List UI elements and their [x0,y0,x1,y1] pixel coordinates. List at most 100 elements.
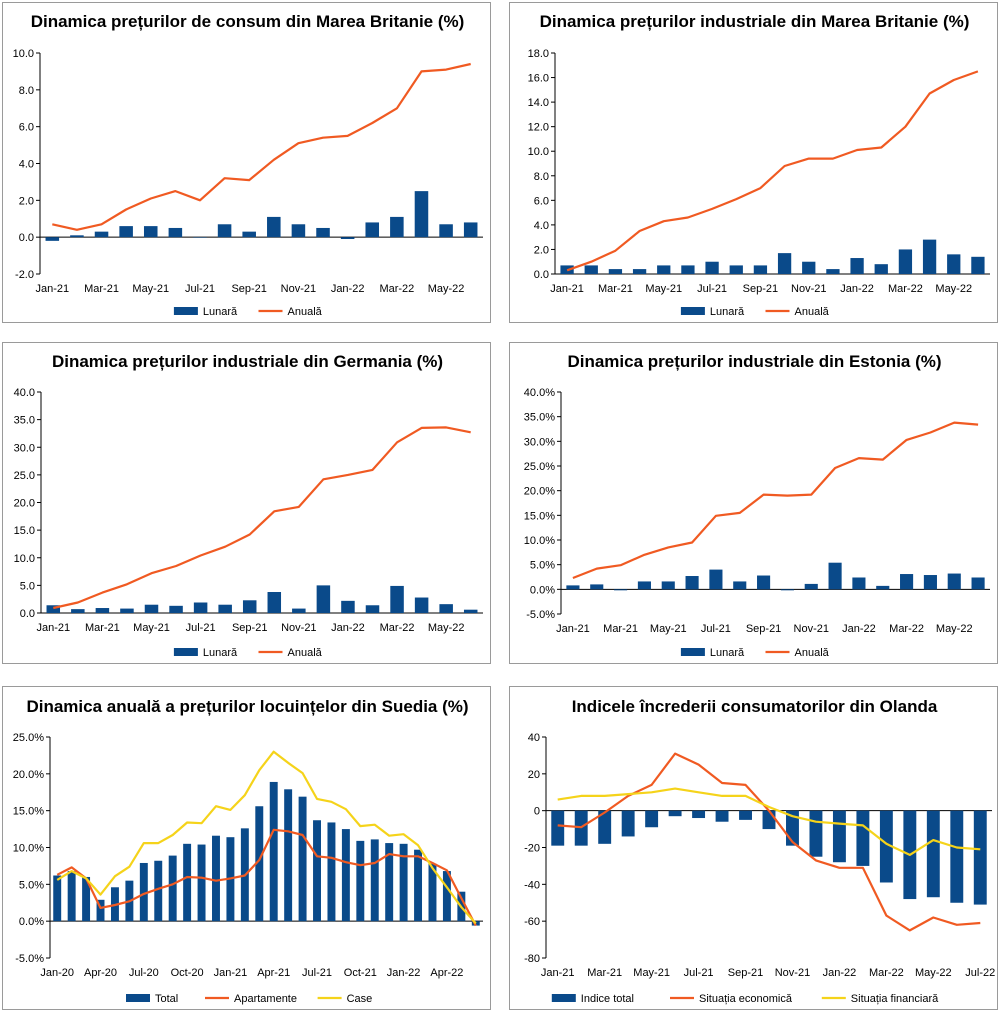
x-tick-label: Apr-22 [430,967,463,979]
bar [780,589,794,591]
legend-label: Anuală [288,647,323,659]
legend-swatch-bar [173,307,198,315]
series-line [557,787,981,856]
x-tick-label: Jan-22 [331,283,365,295]
bar [119,226,133,238]
chart-panel-se-housing: Dinamica anuală a prețurilor locuințelor… [2,686,491,1010]
x-tick-label: Jul-22 [965,967,995,979]
bar [826,269,840,274]
bar [399,843,408,922]
x-tick-label: Jan-21 [556,623,590,635]
y-tick-label: 14.0 [528,97,549,109]
bar [46,605,61,613]
legend-label: Anuală [795,306,830,318]
bar [144,604,159,613]
x-tick-label: May-21 [133,622,170,634]
chart-panel-uk-ppi: Dinamica prețurilor industriale din Mare… [509,2,998,323]
y-tick-label: 6.0 [534,195,549,207]
x-tick-label: Jul-20 [129,967,159,979]
bar [316,585,331,613]
bar [255,806,264,922]
bar [365,605,380,613]
y-tick-label: 12.0 [528,122,549,134]
x-tick-label: Jan-22 [842,623,876,635]
legend-label: Situația economică [699,993,793,1005]
bar [729,265,743,274]
bar [850,258,864,274]
bar [390,585,404,613]
bar [922,239,937,274]
y-tick-label: -5.0% [15,953,44,965]
y-tick-label: 4.0 [534,220,549,232]
y-tick-label: 25.0% [524,461,555,473]
bar [356,840,365,922]
x-tick-label: Oct-21 [344,967,377,979]
x-tick-label: Jan-20 [40,967,74,979]
chart-panel-uk-cpi: Dinamica prețurilor de consum din Marea … [2,2,491,323]
bar [327,822,336,922]
y-tick-label: 0.0 [19,232,34,244]
bar [70,235,84,238]
x-tick-label: Jan-22 [387,967,421,979]
x-tick-label: Jan-21 [35,283,69,295]
x-tick-label: Sep-21 [728,967,763,979]
x-tick-label: Mar-22 [889,623,924,635]
x-tick-label: Nov-21 [775,967,810,979]
x-tick-label: May-22 [935,283,972,295]
bar [463,609,478,613]
x-tick-label: Mar-21 [603,623,638,635]
legend-label: Apartamente [234,993,297,1005]
x-tick-label: Nov-21 [281,283,316,295]
series-line [52,62,471,231]
chart-title: Dinamica prețurilor de consum din Marea … [31,12,465,31]
bar [926,810,940,898]
bar [428,863,437,922]
y-tick-label: 5.0 [20,580,35,592]
bar [685,576,699,590]
y-tick-label: 10.0% [524,535,555,547]
bar [96,899,105,922]
bar [212,835,220,922]
y-tick-label: 15.0% [13,806,44,818]
x-tick-label: Jul-21 [697,283,727,295]
legend-swatch-bar [126,994,150,1002]
bar [856,810,870,866]
bar [681,265,695,274]
bar [390,216,404,238]
bar [692,810,706,819]
y-tick-label: 20 [528,769,540,781]
bar [45,237,60,241]
bar [971,577,985,590]
bar [852,577,866,590]
bar [298,796,307,922]
legend-label: Lunară [203,647,238,659]
bar [753,265,768,274]
bar [971,256,985,274]
bar [950,810,964,903]
bar [802,261,816,274]
x-tick-label: Jul-21 [186,622,216,634]
y-tick-label: 16.0 [528,73,549,85]
x-tick-label: May-21 [650,623,687,635]
legend-label: Case [347,993,373,1005]
y-tick-label: 0.0 [534,269,549,281]
bar [385,843,394,922]
bar [463,222,478,238]
bar [197,844,206,922]
bar [370,839,379,922]
bar [291,224,306,238]
bar [341,829,350,922]
x-tick-label: Jan-21 [550,283,584,295]
legend-label: Anuală [795,647,830,659]
y-tick-label: 6.0 [19,122,34,134]
bar [442,871,451,922]
y-tick-label: 5.0% [19,879,44,891]
x-tick-label: Nov-21 [791,283,826,295]
bar [95,608,110,613]
bar [242,231,256,238]
chart-title: Dinamica prețurilor industriale din Germ… [52,352,443,371]
bar [757,575,771,590]
bar [269,781,278,922]
chart-nl-confidence: Indicele încrederii consumatorilor din O… [524,697,995,1005]
y-tick-label: 35.0 [14,415,35,427]
